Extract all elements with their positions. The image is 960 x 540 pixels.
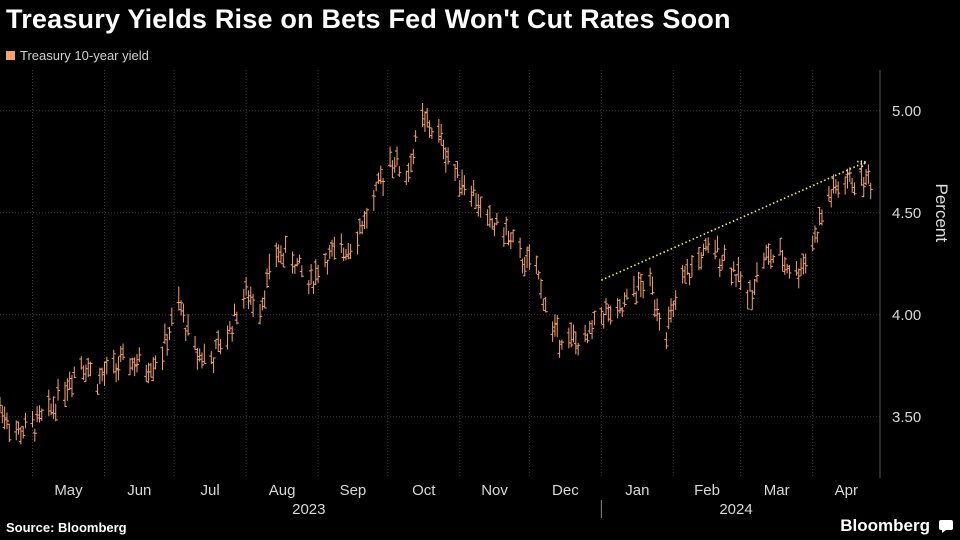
source-note: Source: Bloomberg [6,520,127,535]
chart-title: Treasury Yields Rise on Bets Fed Won't C… [6,4,731,34]
x-tick-label: May [54,482,83,499]
x-tick-label: Aug [269,482,296,499]
x-tick-label: Sep [340,482,367,499]
annotation-layer [601,160,868,281]
axis-layer: 3.50 4.00 4.50 5.00 May Jun Jul Aug Sep Oct Nov Dec… [54,70,951,518]
x-tick-label: Mar [764,482,790,499]
x-tick-label: Nov [481,482,508,499]
brand-logo: Bloomberg [840,516,930,535]
y-tick-label: 4.50 [892,205,921,222]
x-tick-label: Jul [201,482,220,499]
y-tick-label: 3.50 [892,409,921,426]
legend-swatch [6,51,15,60]
series-layer [0,102,873,445]
brand-mark-icon [939,520,953,533]
x-tick-label: Apr [835,482,858,499]
y-tick-label: 4.00 [892,307,921,324]
x-tick-label: Jun [127,482,151,499]
x-tick-label: Jan [625,482,649,499]
y-axis-title: Percent [932,184,951,243]
legend: Treasury 10-year yield [6,48,149,63]
legend-label: Treasury 10-year yield [20,48,149,63]
grid-lines [0,70,880,478]
trend-arrow-line [601,161,867,281]
x-tick-label: Dec [552,482,579,499]
x-tick-label: Oct [412,482,436,499]
x-tick-label: Feb [694,482,720,499]
year-label: 2023 [292,501,325,518]
year-label: 2024 [719,501,752,518]
y-tick-label: 5.00 [892,103,921,120]
